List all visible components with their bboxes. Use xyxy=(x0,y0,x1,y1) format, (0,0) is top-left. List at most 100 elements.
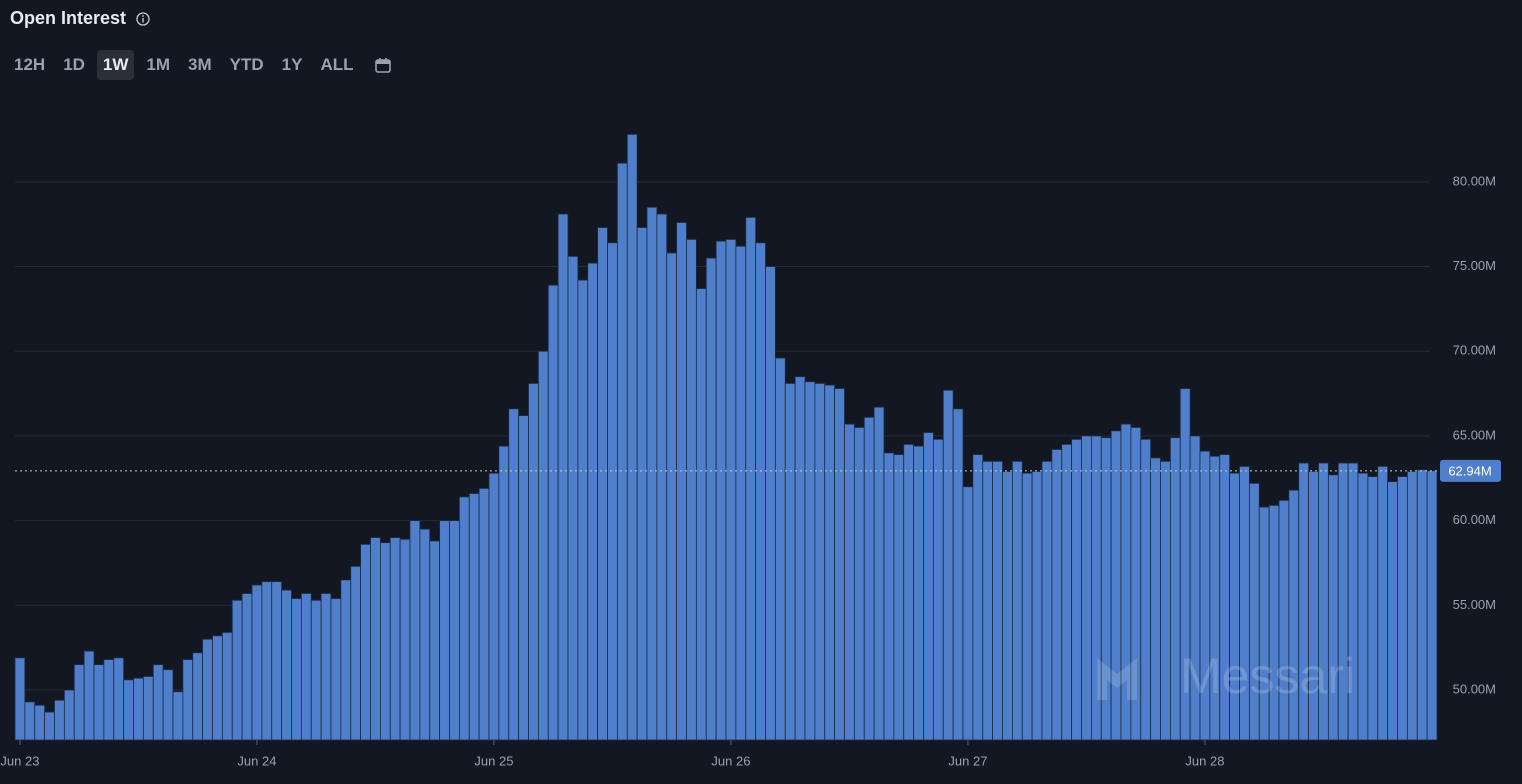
bar xyxy=(1426,470,1438,741)
bar xyxy=(942,389,954,741)
bar xyxy=(458,496,470,741)
bar xyxy=(330,598,342,741)
bar xyxy=(597,227,608,741)
bar xyxy=(24,701,36,741)
range-selector: 12H 1D 1W 1M 3M YTD 1Y ALL xyxy=(8,50,392,80)
bar xyxy=(14,657,26,741)
watermark-logo xyxy=(1097,658,1137,700)
watermark: Messari xyxy=(1180,648,1355,704)
bar xyxy=(863,416,875,741)
range-button[interactable]: YTD xyxy=(229,55,264,74)
bar xyxy=(221,632,233,741)
title: Open Interest xyxy=(10,8,127,28)
range-button[interactable]: ALL xyxy=(320,55,354,74)
bar xyxy=(1110,430,1122,741)
bar xyxy=(853,427,865,741)
bar xyxy=(291,598,302,741)
bar xyxy=(54,699,65,741)
bar xyxy=(537,350,549,741)
bar xyxy=(893,454,905,741)
x-tick-label: Jun 24 xyxy=(237,753,276,768)
y-tick-label: 70.00M xyxy=(1453,343,1496,358)
y-tick-label: 75.00M xyxy=(1453,258,1496,273)
bar xyxy=(498,445,510,741)
bar xyxy=(1416,469,1428,741)
bar xyxy=(784,383,796,741)
bar xyxy=(1061,443,1073,741)
bar xyxy=(626,133,638,741)
bar xyxy=(794,376,806,741)
bar xyxy=(1140,438,1152,741)
bar xyxy=(1081,435,1092,741)
bar xyxy=(103,659,115,741)
calendar-icon[interactable] xyxy=(374,56,392,74)
bar xyxy=(952,408,964,741)
bar xyxy=(873,406,885,741)
bar xyxy=(547,284,559,741)
bar xyxy=(528,383,539,741)
bar xyxy=(1387,481,1398,741)
range-button[interactable]: 1W xyxy=(96,50,135,80)
bar xyxy=(468,493,480,741)
bar xyxy=(774,357,786,741)
range-button[interactable]: 1Y xyxy=(281,55,303,74)
x-tick-label: Jun 23 xyxy=(0,753,39,768)
bar xyxy=(34,704,46,741)
bar xyxy=(192,652,204,741)
bar xyxy=(360,543,371,741)
bar xyxy=(972,454,984,741)
bar xyxy=(429,540,441,741)
bar xyxy=(478,488,490,741)
info-icon[interactable] xyxy=(136,11,150,26)
y-tick-label: 65.00M xyxy=(1453,427,1496,442)
bar xyxy=(883,452,895,741)
bar xyxy=(755,242,766,741)
y-tick-label: 55.00M xyxy=(1453,597,1496,612)
bar xyxy=(834,388,845,741)
bar xyxy=(389,537,401,741)
bar xyxy=(1169,437,1181,741)
bar xyxy=(932,438,944,741)
bar xyxy=(1071,438,1082,741)
y-tick-label: 80.00M xyxy=(1453,173,1496,188)
range-button[interactable]: 1D xyxy=(63,55,85,74)
bar xyxy=(231,599,243,741)
bar xyxy=(686,239,697,741)
bar xyxy=(1160,460,1171,741)
bar xyxy=(370,537,381,741)
bar xyxy=(241,593,253,741)
bar xyxy=(1021,472,1033,741)
bar xyxy=(518,415,529,741)
bar xyxy=(251,584,263,741)
current-value-label: 62.94M xyxy=(1448,463,1491,478)
y-tick-label: 50.00M xyxy=(1453,681,1496,696)
bar xyxy=(962,486,974,741)
bar xyxy=(449,520,460,741)
bar xyxy=(202,638,213,741)
range-button[interactable]: 1M xyxy=(146,55,171,74)
header: Open Interest xyxy=(10,8,150,29)
bar xyxy=(745,216,757,741)
bar xyxy=(409,520,421,741)
bar xyxy=(913,445,924,741)
bar xyxy=(1406,471,1418,741)
bar xyxy=(212,635,223,741)
bar xyxy=(636,227,648,741)
bar xyxy=(340,579,352,741)
bar xyxy=(73,664,85,741)
bar xyxy=(1031,471,1043,741)
bar xyxy=(824,384,836,741)
bar xyxy=(63,689,75,741)
range-button[interactable]: 12H xyxy=(14,55,46,74)
range-button[interactable]: 3M xyxy=(188,55,212,74)
bar xyxy=(300,593,312,741)
y-tick-label: 60.00M xyxy=(1453,512,1496,527)
bar xyxy=(152,664,164,741)
bar xyxy=(1268,504,1280,741)
bar xyxy=(113,657,125,741)
bar xyxy=(379,542,391,741)
bar xyxy=(182,659,194,741)
bar xyxy=(320,593,332,741)
